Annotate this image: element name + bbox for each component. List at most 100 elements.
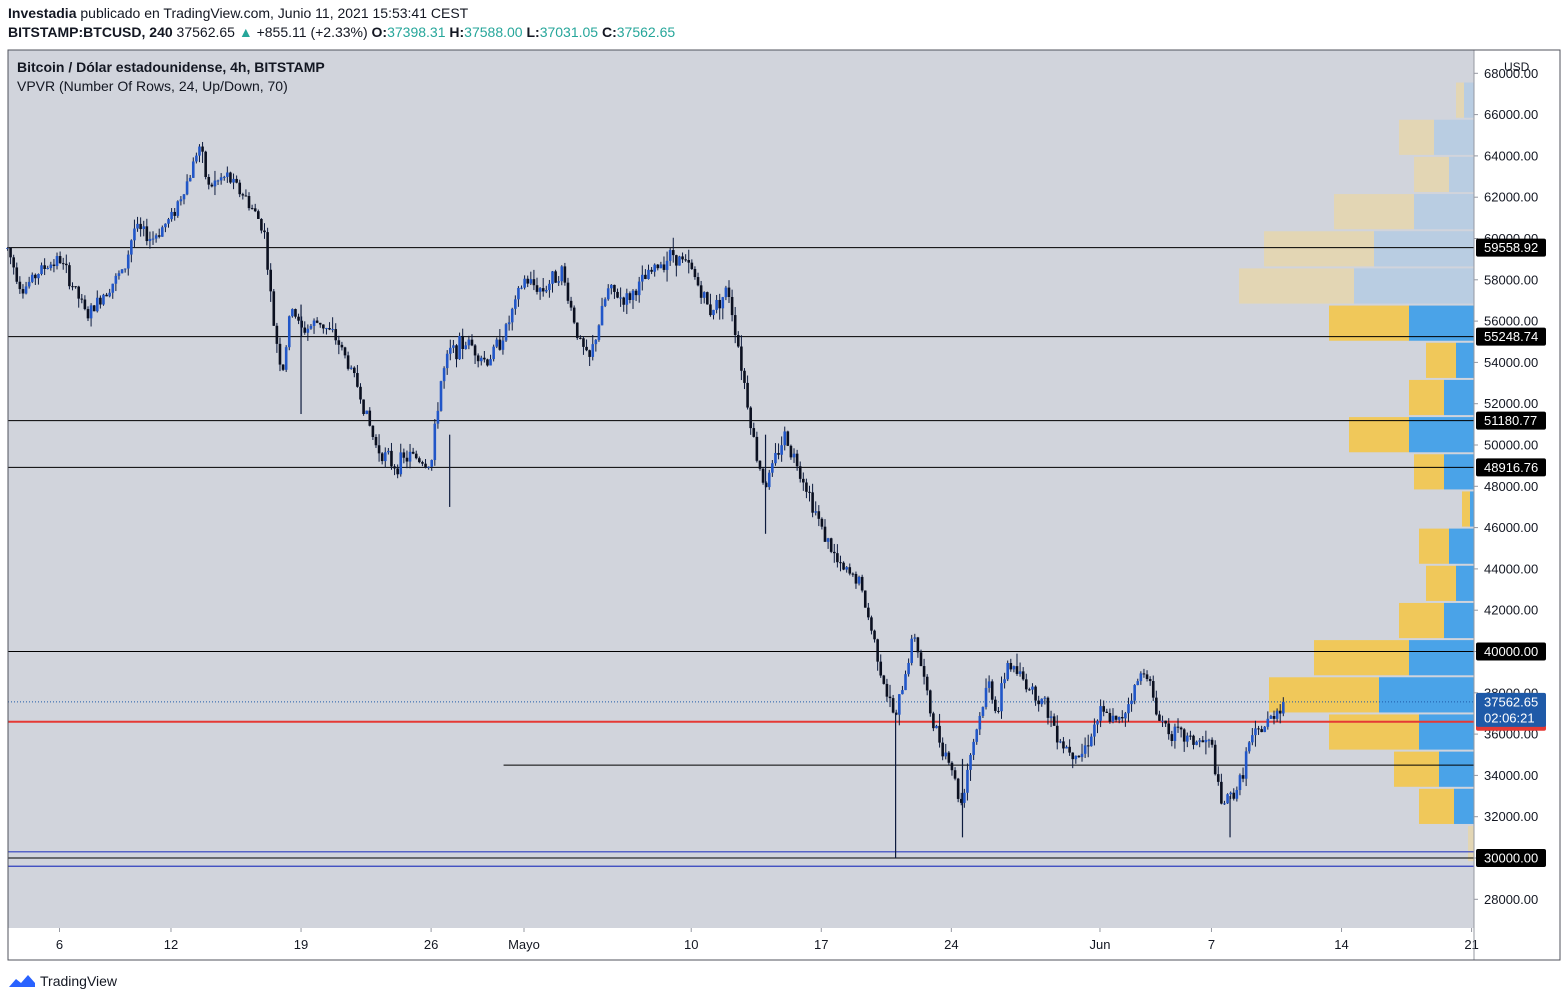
x-tick-label: Mayo — [508, 937, 540, 952]
candle-body-400 — [1244, 751, 1248, 779]
tradingview-logo-icon[interactable] — [8, 973, 36, 989]
vp-down-bar-19 — [1434, 119, 1474, 155]
candle-body-371 — [1155, 697, 1158, 715]
candle-body-221 — [690, 262, 694, 269]
price-axis[interactable]: 28000.0030000.0032000.0034000.0036000.00… — [1474, 66, 1538, 907]
candle-body-158 — [495, 339, 499, 347]
candle-body-398 — [1238, 775, 1242, 791]
vp-up-bar-0 — [1468, 825, 1474, 862]
close-value: 37562.65 — [616, 24, 676, 40]
candle-body-96 — [303, 327, 307, 333]
vp-down-bar-18 — [1449, 156, 1474, 193]
candle-body-36 — [117, 273, 121, 276]
candle-body-212 — [662, 264, 666, 270]
candle-body-330 — [1028, 689, 1031, 691]
candle-body-393 — [1223, 803, 1226, 805]
publish-info: publicado en TradingView.com, Junio 11, … — [80, 5, 469, 21]
candle-body-15 — [52, 264, 56, 267]
author-name[interactable]: Investadia — [8, 5, 77, 21]
candle-body-235 — [733, 315, 737, 336]
x-tick-label: 10 — [684, 937, 698, 952]
vp-up-bar-8 — [1419, 528, 1449, 564]
candle-body-364 — [1133, 685, 1136, 701]
vp-up-bar-19 — [1399, 119, 1434, 155]
level-label-2-text: 51180.77 — [1484, 413, 1537, 428]
candle-body-336 — [1046, 697, 1050, 718]
vp-up-bar-20 — [1456, 82, 1464, 118]
candle-body-296 — [922, 666, 926, 677]
x-tick-label: 12 — [164, 937, 178, 952]
candle-body-321 — [1000, 683, 1003, 712]
price-axis-background — [1474, 50, 1560, 928]
level-label-0-text: 59558.92 — [1484, 240, 1538, 255]
candle-body-355 — [1105, 711, 1109, 713]
high-value: 37588.00 — [464, 24, 523, 40]
candle-body-170 — [532, 279, 536, 286]
candle-body-323 — [1006, 662, 1009, 680]
candle-body-378 — [1176, 726, 1180, 728]
x-tick-label: 19 — [294, 937, 308, 952]
candle-body-134 — [421, 462, 424, 464]
level-label-4-bg — [1476, 642, 1546, 661]
candle-body-347 — [1080, 753, 1084, 758]
candle-body-154 — [483, 357, 486, 360]
candle-body-51 — [164, 223, 167, 228]
candle-body-225 — [702, 292, 706, 298]
candle-body-257 — [802, 478, 805, 483]
current-price-label-bg — [1476, 692, 1546, 727]
candle-body-326 — [1015, 666, 1019, 674]
candle-body-244 — [761, 468, 765, 483]
candle-body-270 — [842, 562, 845, 570]
candle-body-293 — [913, 637, 917, 639]
candle-body-345 — [1074, 755, 1078, 760]
candle-body-180 — [563, 266, 567, 283]
candle-body-10 — [37, 274, 40, 279]
candle-body-379 — [1179, 727, 1183, 730]
candle-body-8 — [30, 274, 34, 282]
countdown-label-text: 02:06:21 — [1484, 710, 1535, 725]
candle-body-320 — [997, 710, 1000, 712]
candle-body-331 — [1031, 686, 1034, 690]
candle-body-173 — [541, 288, 545, 292]
candle-body-359 — [1117, 716, 1121, 720]
candle-body-189 — [591, 344, 595, 357]
candle-body-33 — [108, 292, 111, 297]
candle-body-214 — [668, 250, 672, 261]
candle-body-130 — [408, 451, 412, 462]
time-axis[interactable]: 6 12 19 26 Mayo 10 17 24 Jun 7 14 21 — [56, 928, 1479, 952]
indicator-label[interactable]: VPVR (Number Of Rows, 24, Up/Down, 70) — [17, 78, 288, 94]
footer-brand[interactable]: TradingView — [40, 973, 118, 989]
candle-body-90 — [284, 347, 288, 370]
candle-body-377 — [1173, 726, 1177, 741]
candle-body-279 — [870, 617, 873, 631]
candle-body-312 — [972, 741, 975, 755]
vp-up-bar-3 — [1329, 714, 1419, 750]
candle-body-76 — [241, 194, 245, 196]
candle-body-259 — [808, 491, 811, 493]
candle-body-227 — [709, 304, 712, 316]
low-value: 37031.05 — [539, 24, 599, 40]
candle-body-139 — [436, 410, 440, 424]
candle-body-283 — [882, 675, 886, 684]
candle-body-0 — [6, 247, 9, 249]
time-axis-background — [8, 928, 1560, 960]
candle-body-285 — [888, 696, 892, 699]
candle-body-144 — [452, 345, 455, 348]
candle-body-34 — [111, 283, 115, 293]
candle-body-7 — [27, 281, 31, 287]
candle-body-155 — [486, 359, 489, 366]
candle-body-211 — [659, 264, 663, 269]
candle-body-349 — [1086, 745, 1090, 747]
vp-up-bar-7 — [1426, 565, 1456, 601]
candle-body-91 — [287, 316, 291, 348]
candle-body-311 — [969, 754, 972, 770]
candle-body-196 — [613, 284, 616, 292]
candle-body-27 — [89, 305, 93, 319]
candle-body-399 — [1241, 775, 1245, 779]
candle-body-295 — [919, 652, 923, 667]
candle-body-73 — [232, 178, 235, 183]
candle-body-165 — [517, 287, 520, 300]
candle-body-113 — [356, 373, 359, 387]
open-label: O: — [371, 24, 388, 40]
